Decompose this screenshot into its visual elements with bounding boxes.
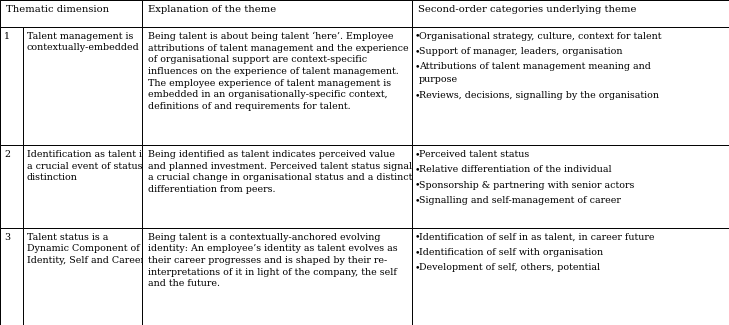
Text: Development of self, others, potential: Development of self, others, potential xyxy=(419,264,600,272)
Text: •: • xyxy=(415,150,421,159)
Bar xyxy=(142,228,412,325)
Text: 1: 1 xyxy=(4,32,10,41)
Text: •: • xyxy=(415,91,421,100)
Text: Relative differentiation of the individual: Relative differentiation of the individu… xyxy=(419,165,612,175)
Bar xyxy=(412,145,729,228)
Text: •: • xyxy=(415,196,421,205)
Text: Attributions of talent management meaning and: Attributions of talent management meanin… xyxy=(419,62,651,72)
Text: Being identified as talent indicates perceived value
and planned investment. Per: Being identified as talent indicates per… xyxy=(148,150,417,194)
Text: Identification as talent is
a crucial event of status
distinction: Identification as talent is a crucial ev… xyxy=(27,150,147,182)
Text: Identification of self in as talent, in career future: Identification of self in as talent, in … xyxy=(419,233,655,242)
Bar xyxy=(142,145,412,228)
Text: •: • xyxy=(415,62,421,72)
Text: Being talent is about being talent ‘here’. Employee
attributions of talent manag: Being talent is about being talent ‘here… xyxy=(148,32,409,111)
Text: •: • xyxy=(415,233,421,242)
Text: •: • xyxy=(415,264,421,272)
Bar xyxy=(23,145,142,228)
Bar xyxy=(412,228,729,325)
Text: Reviews, decisions, signalling by the organisation: Reviews, decisions, signalling by the or… xyxy=(419,91,659,100)
Text: Talent status is a
Dynamic Component of
Identity, Self and Career: Talent status is a Dynamic Component of … xyxy=(27,233,145,265)
Text: 3: 3 xyxy=(4,233,10,242)
Bar xyxy=(142,27,412,145)
Bar xyxy=(23,27,142,145)
Text: Thematic dimension: Thematic dimension xyxy=(6,5,109,14)
Bar xyxy=(0,0,142,27)
Text: purpose: purpose xyxy=(419,75,459,84)
Bar xyxy=(0,145,23,228)
Bar xyxy=(412,27,729,145)
Text: •: • xyxy=(415,165,421,175)
Text: •: • xyxy=(415,248,421,257)
Bar xyxy=(142,0,412,27)
Text: 2: 2 xyxy=(4,150,10,159)
Text: Identification of self with organisation: Identification of self with organisation xyxy=(419,248,603,257)
Bar xyxy=(412,0,729,27)
Text: Support of manager, leaders, organisation: Support of manager, leaders, organisatio… xyxy=(419,47,623,56)
Text: Being talent is a contextually-anchored evolving
identity: An employee’s identit: Being talent is a contextually-anchored … xyxy=(148,233,398,288)
Text: •: • xyxy=(415,47,421,56)
Bar xyxy=(0,27,23,145)
Text: Organisational strategy, culture, context for talent: Organisational strategy, culture, contex… xyxy=(419,32,662,41)
Text: Signalling and self-management of career: Signalling and self-management of career xyxy=(419,196,621,205)
Bar xyxy=(23,228,142,325)
Text: •: • xyxy=(415,32,421,41)
Text: Second-order categories underlying theme: Second-order categories underlying theme xyxy=(418,5,636,14)
Text: Sponsorship & partnering with senior actors: Sponsorship & partnering with senior act… xyxy=(419,181,634,190)
Bar xyxy=(0,228,23,325)
Text: •: • xyxy=(415,181,421,190)
Text: Perceived talent status: Perceived talent status xyxy=(419,150,529,159)
Text: Talent management is
contextually-embedded: Talent management is contextually-embedd… xyxy=(27,32,140,52)
Text: Explanation of the theme: Explanation of the theme xyxy=(148,5,276,14)
